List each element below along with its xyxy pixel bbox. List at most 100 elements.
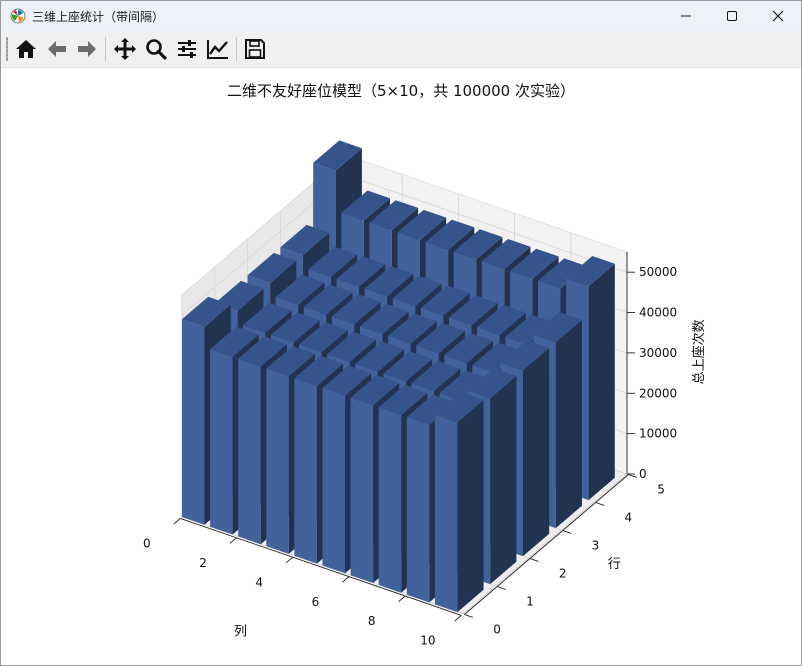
close-button[interactable]	[755, 1, 801, 31]
y-tick-mark	[562, 530, 572, 534]
bar-side-face	[588, 263, 615, 501]
bar-front-face	[294, 378, 317, 564]
x-tick-mark	[454, 615, 462, 622]
z-tick-label: 30000	[639, 346, 677, 360]
save-icon	[245, 39, 265, 59]
bar-top-face	[313, 140, 362, 171]
bar	[434, 392, 484, 613]
x-tick-mark	[398, 595, 406, 602]
bar-top-face	[439, 370, 489, 401]
bar-top-face	[481, 239, 531, 270]
title-bar[interactable]: 三维上座统计（带间隔）	[1, 1, 801, 31]
bar-top-face	[566, 256, 615, 287]
customize-button[interactable]	[205, 36, 231, 62]
bar-front-face	[350, 397, 374, 583]
y-tick-label: 3	[592, 539, 600, 553]
x-axis-label: 列	[234, 625, 247, 640]
bar-front-face	[182, 319, 205, 525]
chart-title: 二维不友好座位模型（5×10，共 100000 次实验）	[227, 82, 575, 100]
minimize-icon	[681, 15, 691, 17]
home-icon	[16, 40, 36, 58]
bar-front-face	[322, 387, 345, 574]
bar-top-face	[275, 274, 325, 305]
bar-top-face	[505, 314, 554, 345]
pan-button[interactable]	[112, 36, 138, 62]
bar-top-face	[350, 375, 400, 406]
zoom-button[interactable]	[143, 36, 169, 62]
y-tick-mark	[595, 502, 605, 506]
bar-top-face	[509, 248, 559, 279]
x-axis-line	[180, 517, 462, 616]
bar-top-face	[364, 266, 414, 297]
bar-top-face	[242, 302, 292, 333]
maximize-button[interactable]	[709, 1, 755, 31]
bar-top-face	[327, 331, 376, 362]
arrow-left-icon	[48, 41, 66, 57]
x-tick-mark	[173, 518, 181, 525]
bar-front-face	[406, 417, 430, 603]
bar-top-face	[388, 313, 437, 344]
toolbar-separator	[236, 37, 237, 61]
bar-top-face	[378, 384, 428, 416]
x-tick-label: 0	[143, 537, 151, 551]
forward-button[interactable]	[74, 36, 100, 62]
bar-top-face	[303, 284, 353, 315]
x-tick-label: 10	[420, 634, 435, 648]
bar-top-face	[533, 312, 582, 343]
toolbar-grip[interactable]	[6, 37, 8, 61]
home-button[interactable]	[13, 36, 39, 62]
figure-canvas[interactable]: 二维不友好座位模型（5×10，共 100000 次实验） 0 2 4 6 8 10 列 0 1 2…	[1, 68, 801, 665]
maximize-icon	[727, 11, 737, 21]
y-tick-label: 5	[657, 483, 665, 497]
z-tick-label: 20000	[639, 386, 677, 400]
bar-top-face	[392, 275, 442, 306]
bar-top-face	[299, 322, 348, 353]
bar-top-face	[336, 256, 386, 287]
back-button[interactable]	[44, 36, 70, 62]
bar-top-face	[420, 285, 470, 316]
bar-top-face	[477, 304, 526, 336]
arrow-right-icon	[78, 41, 96, 57]
bar-top-face	[355, 341, 404, 372]
bar-top-face	[444, 332, 493, 364]
bar-top-face	[238, 336, 287, 367]
bar-side-face	[490, 376, 517, 585]
minimize-button[interactable]	[663, 1, 709, 31]
x-tick-mark	[229, 537, 237, 544]
z-tick-label: 10000	[639, 427, 677, 441]
subplots-button[interactable]	[174, 36, 200, 62]
y-tick-label: 4	[624, 511, 632, 525]
bar-top-face	[538, 258, 587, 289]
bar-front-face	[266, 368, 289, 554]
bar-top-face	[266, 346, 315, 377]
bar-side-face	[555, 320, 582, 529]
x-tick-label: 2	[199, 556, 207, 570]
save-button[interactable]	[242, 36, 268, 62]
y-tick-label: 1	[526, 595, 534, 609]
bar-top-face	[500, 340, 550, 371]
y-tick-mark	[529, 558, 539, 562]
bar-top-face	[411, 360, 461, 392]
bar-top-face	[425, 219, 475, 250]
toolbar-separator	[105, 37, 106, 61]
bar-front-face	[210, 349, 233, 535]
bar-top-face	[182, 296, 231, 327]
bar-top-face	[369, 200, 419, 231]
bar3d-chart: 0 2 4 6 8 10 列 0 1 2 3 4 5 行 0 10000 20000 30000 40000 5000…	[143, 140, 707, 648]
x-tick-label: 8	[368, 614, 376, 628]
sliders-icon	[178, 40, 196, 58]
bar-top-face	[271, 312, 320, 343]
move-icon	[114, 38, 136, 60]
y-axis-line	[464, 474, 629, 615]
bar-front-face	[238, 358, 261, 545]
bar-top-face	[397, 209, 447, 240]
y-tick-mark	[497, 586, 506, 590]
bar-top-face	[280, 224, 330, 256]
x-tick-mark	[342, 576, 350, 583]
bar-top-face	[322, 365, 372, 396]
bar-top-face	[383, 351, 433, 382]
bar-top-face	[406, 394, 456, 425]
zoom-icon	[146, 39, 167, 60]
z-axis-label: 总上座次数	[691, 319, 707, 384]
